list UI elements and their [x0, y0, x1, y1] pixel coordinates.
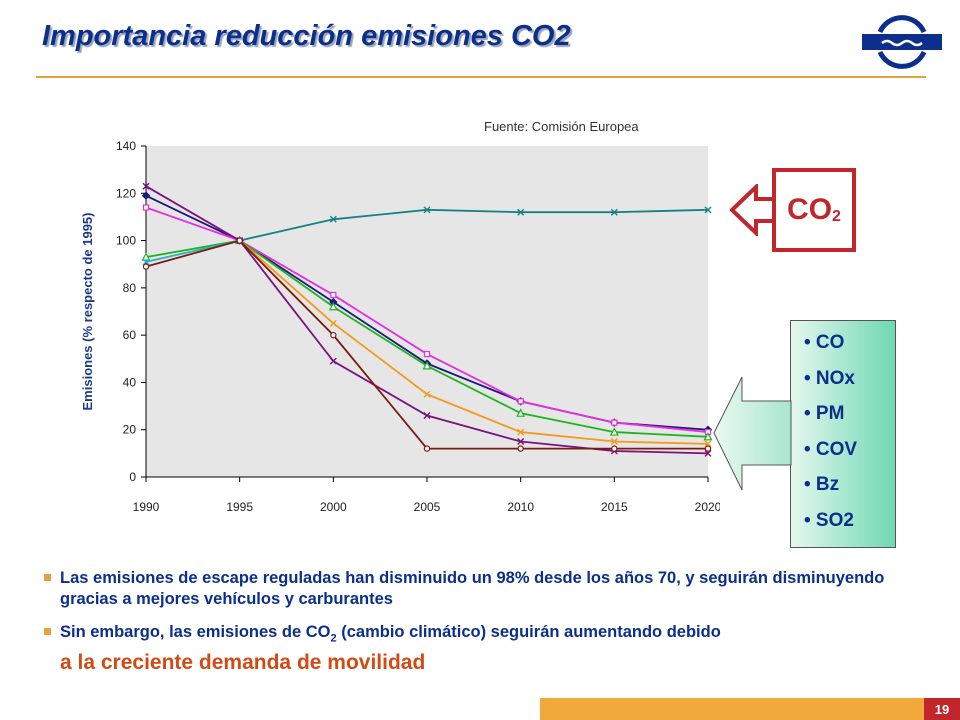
company-logo-icon — [862, 15, 942, 69]
co2-label: CO — [787, 193, 833, 226]
x-tick-label: 2010 — [507, 500, 534, 514]
page-number: 19 — [924, 698, 960, 720]
x-tick-label: 2000 — [320, 500, 347, 514]
data-point — [423, 412, 431, 420]
pollutant-item: • NOx — [804, 367, 855, 389]
emissions-line-chart: 0 20 40 60 80 100 120 140 1990 1995 2000 2005 2010 20… — [80, 139, 720, 514]
data-point — [517, 208, 525, 216]
x-tick-label: 1990 — [133, 500, 160, 514]
co2-arrow-icon — [730, 184, 776, 236]
data-point — [142, 204, 150, 211]
data-point — [517, 428, 525, 436]
y-tick-label: 140 — [116, 139, 136, 153]
pollutant-item: • PM — [804, 403, 845, 425]
data-point — [610, 208, 618, 216]
pollutant-item: • CO — [804, 332, 845, 353]
x-tick-label: 1995 — [226, 500, 253, 514]
pollutant-item: • COV — [804, 438, 858, 460]
data-point — [141, 191, 151, 200]
data-point — [611, 419, 618, 426]
y-tick-label: 80 — [123, 281, 137, 295]
data-point — [609, 427, 619, 436]
pollutants-list: • CO • NOx • PM • COV • Bz • SO2 — [804, 330, 857, 544]
data-point — [329, 357, 337, 365]
bullet-item: Las emisiones de escape reguladas han di… — [42, 568, 922, 610]
bullet-highlight: a la creciente demanda de movilidad — [60, 651, 426, 675]
data-point — [329, 319, 337, 327]
co2-subscript: 2 — [832, 208, 841, 225]
footer-bar — [540, 698, 960, 720]
bullet-text: Las emisiones de escape reguladas han di… — [60, 569, 885, 608]
data-point — [703, 432, 713, 441]
x-tick-label: 2015 — [601, 500, 628, 514]
y-tick-label: 0 — [129, 470, 136, 484]
data-point — [611, 445, 618, 452]
source-note: Fuente: Comisión Europea — [484, 119, 639, 134]
data-point — [141, 252, 151, 261]
y-tick-label: 20 — [123, 423, 137, 437]
y-tick-label: 100 — [116, 234, 136, 248]
pollutants-arrow-icon — [713, 376, 792, 491]
bullet-text-pre: Sin embargo, las emisiones de CO — [60, 623, 331, 641]
y-tick-label: 40 — [123, 375, 137, 389]
data-point — [704, 449, 712, 457]
data-point — [330, 331, 337, 339]
data-point — [704, 440, 712, 448]
data-point — [517, 438, 525, 446]
series-line — [239, 208, 709, 242]
pollutants-box — [790, 320, 896, 548]
data-point — [329, 215, 337, 223]
data-point — [142, 258, 150, 266]
series-group — [142, 237, 712, 452]
bullet-item: Sin embargo, las emisiones de CO2 (cambi… — [42, 622, 922, 677]
data-point — [517, 445, 524, 452]
bullet-text-post: (cambio climático) seguirán aumentando d… — [336, 623, 721, 641]
data-point — [423, 445, 431, 452]
x-tick-label: 2020 — [695, 500, 720, 514]
data-point — [516, 408, 526, 417]
y-tick-label: 120 — [116, 186, 136, 200]
bullet-list: Las emisiones de escape reguladas han di… — [42, 568, 922, 689]
title-divider — [36, 76, 926, 78]
data-point — [423, 206, 431, 214]
data-point — [704, 206, 712, 214]
bullet-subscript: 2 — [330, 632, 337, 645]
data-point — [517, 398, 524, 405]
data-point — [704, 445, 712, 452]
data-point — [330, 291, 337, 299]
plot-area — [146, 146, 708, 477]
series-line — [239, 239, 709, 445]
page-title: Importancia reducción emisiones CO2 — [42, 20, 571, 52]
data-point — [236, 237, 243, 244]
data-point — [610, 438, 618, 446]
co2-box: CO 2 — [772, 168, 856, 252]
data-point — [142, 182, 150, 190]
data-point — [423, 390, 431, 398]
pollutant-item: • SO2 — [804, 509, 854, 531]
data-point — [142, 263, 150, 270]
data-point — [422, 361, 432, 370]
data-point — [328, 302, 338, 311]
y-axis-label: Emisiones (% respecto de 1995) — [80, 213, 95, 411]
data-point — [423, 350, 431, 358]
y-tick-label: 60 — [123, 328, 137, 342]
pollutant-item: • Bz — [804, 474, 840, 496]
x-tick-label: 2005 — [414, 500, 441, 514]
